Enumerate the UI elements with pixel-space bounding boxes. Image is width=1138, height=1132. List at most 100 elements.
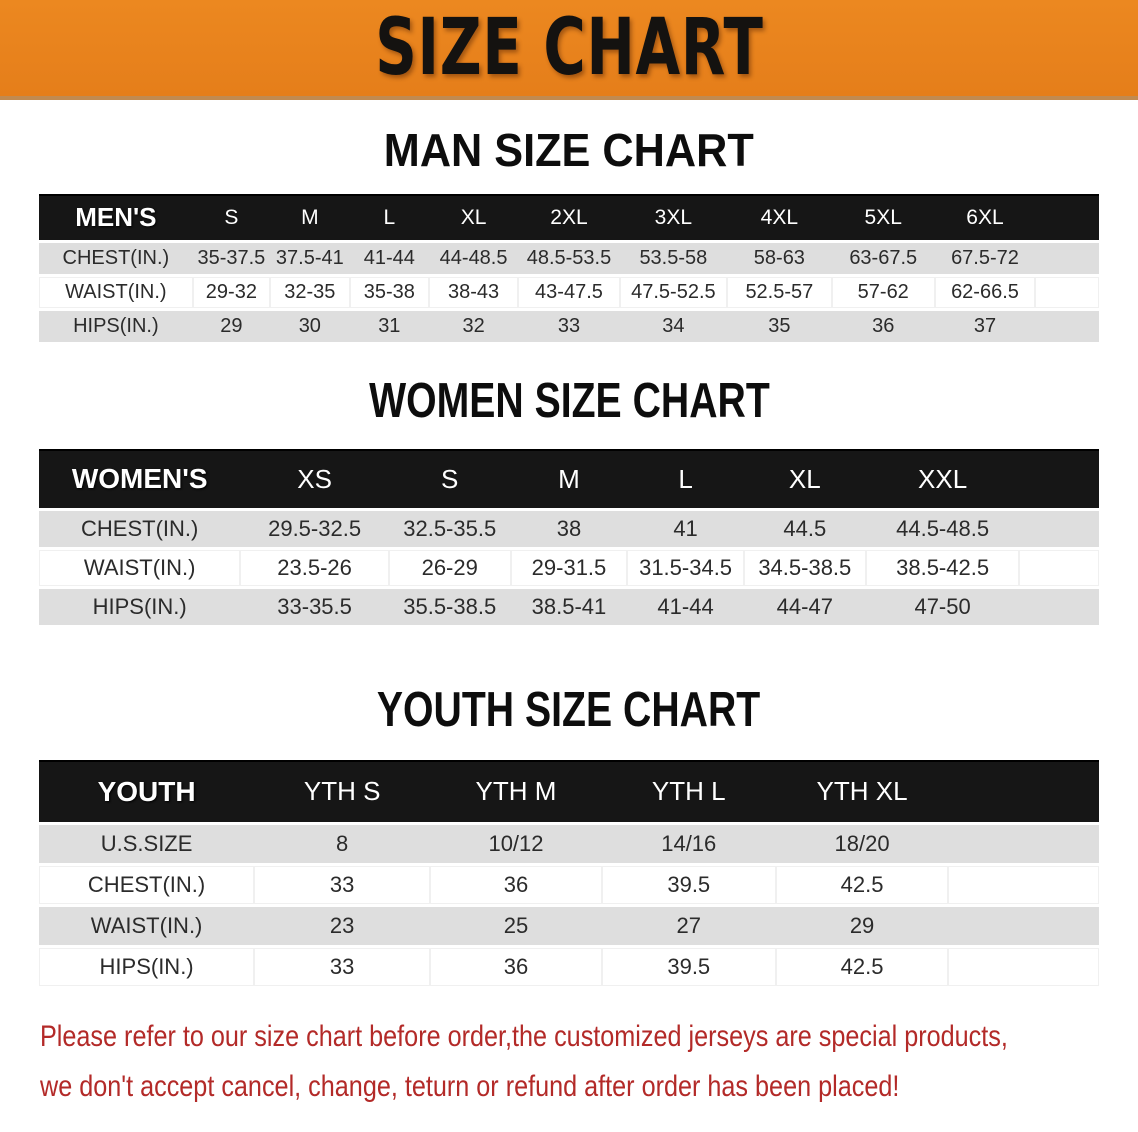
size-column-header: XXL — [865, 448, 1020, 511]
size-value: 34 — [619, 309, 727, 345]
section-heading: WOMEN SIZE CHART — [0, 375, 1138, 427]
size-value: 41-44 — [349, 239, 430, 277]
size-value: 29 — [192, 309, 271, 345]
table-row: U.S.SIZE 8 10/12 14/16 18/20 — [39, 821, 1099, 866]
size-column-header: YTH M — [430, 760, 602, 824]
size-value: 34.5-38.5 — [743, 548, 866, 589]
size-column-header: 3XL — [619, 194, 727, 242]
filler-header-cell — [948, 760, 1099, 824]
notice-line-1: Please refer to our size chart before or… — [40, 1019, 1008, 1053]
size-value: 10/12 — [430, 821, 602, 866]
size-value: 44.5 — [743, 508, 866, 550]
size-value: 35-37.5 — [192, 239, 271, 277]
size-value: 29-31.5 — [510, 548, 628, 589]
size-value: 42.5 — [775, 946, 949, 989]
filler-cell — [1019, 548, 1099, 589]
size-value: 31.5-34.5 — [627, 548, 744, 589]
size-value: 62-66.5 — [934, 275, 1036, 311]
row-label: CHEST(IN.) — [39, 864, 255, 907]
size-value: 31 — [349, 309, 430, 345]
size-column-header: M — [270, 194, 350, 242]
banner: SIZE CHART — [0, 0, 1138, 100]
size-column-header: 2XL — [518, 194, 620, 242]
row-label: HIPS(IN.) — [39, 587, 241, 628]
size-value: 35 — [726, 309, 832, 345]
table-label-header: MEN'S — [39, 194, 193, 242]
row-label: HIPS(IN.) — [39, 309, 193, 345]
table-row: HIPS(IN.) 33-35.5 35.5-38.5 38.5-41 41-44 44-… — [39, 587, 1099, 628]
section-heading-text: WOMEN SIZE CHART — [368, 373, 770, 428]
size-value: 35.5-38.5 — [388, 587, 511, 628]
size-chart-page: SIZE CHART MAN SIZE CHART MEN'S S M L XL 2XL 3X… — [0, 0, 1138, 1107]
size-column-header: 6XL — [934, 194, 1036, 242]
table-row: WAIST(IN.) 23 25 27 29 — [39, 905, 1099, 948]
size-value: 38-43 — [429, 275, 519, 311]
size-value: 36 — [430, 864, 602, 907]
size-value: 41-44 — [627, 587, 744, 628]
footer-notice: Please refer to our size chart before or… — [40, 1017, 1138, 1107]
size-value: 29.5-32.5 — [240, 508, 389, 550]
size-value: 30 — [270, 309, 350, 345]
section-heading: MAN SIZE CHART — [0, 125, 1138, 175]
size-value: 39.5 — [601, 946, 776, 989]
size-value: 44-47 — [743, 587, 866, 628]
size-section: WOMEN SIZE CHART WOMEN'S XS S M L XL XXL CHEST(I… — [0, 375, 1138, 628]
size-chart-sections: MAN SIZE CHART MEN'S S M L XL 2XL 3XL 4XL 5XL 6XL C… — [0, 125, 1138, 989]
size-value: 36 — [831, 309, 935, 345]
size-value: 47-50 — [865, 587, 1020, 628]
size-column-header: L — [627, 448, 744, 511]
size-value: 32 — [429, 309, 519, 345]
table-header-row: MEN'S S M L XL 2XL 3XL 4XL 5XL 6XL — [39, 194, 1099, 242]
size-value: 33-35.5 — [240, 587, 389, 628]
row-label: HIPS(IN.) — [39, 946, 255, 989]
size-table: MEN'S S M L XL 2XL 3XL 4XL 5XL 6XL CHEST(IN.) 35-37… — [39, 194, 1099, 345]
table-row: WAIST(IN.) 23.5-26 26-29 29-31.5 31.5-34.5 34… — [39, 548, 1099, 589]
size-section: MAN SIZE CHART MEN'S S M L XL 2XL 3XL 4XL 5XL 6XL C… — [0, 125, 1138, 345]
row-label: WAIST(IN.) — [39, 275, 193, 311]
filler-cell — [1035, 275, 1099, 311]
size-value: 37 — [934, 309, 1036, 345]
size-value: 8 — [254, 821, 431, 866]
section-heading: YOUTH SIZE CHART — [0, 684, 1138, 736]
size-value: 43-47.5 — [518, 275, 620, 311]
row-label: WAIST(IN.) — [39, 905, 255, 948]
size-column-header: L — [349, 194, 430, 242]
size-value: 37.5-41 — [270, 239, 350, 277]
row-label: WAIST(IN.) — [39, 548, 241, 589]
size-table: YOUTH YTH S YTH M YTH L YTH XL U.S.SIZE 8 10/12… — [39, 760, 1099, 989]
size-value: 53.5-58 — [619, 239, 727, 277]
size-value: 32.5-35.5 — [388, 508, 511, 550]
table-row: CHEST(IN.) 29.5-32.5 32.5-35.5 38 41 44.5 44.5… — [39, 508, 1099, 550]
size-value: 36 — [430, 946, 602, 989]
table-header-row: WOMEN'S XS S M L XL XXL — [39, 448, 1099, 511]
filler-header-cell — [1019, 448, 1099, 511]
filler-cell — [948, 864, 1099, 907]
size-value: 25 — [430, 905, 602, 948]
size-column-header: XL — [429, 194, 519, 242]
size-value: 32-35 — [270, 275, 350, 311]
size-value: 38.5-41 — [510, 587, 628, 628]
filler-cell — [1035, 239, 1099, 277]
size-column-header: YTH XL — [775, 760, 949, 824]
size-value: 44-48.5 — [429, 239, 519, 277]
size-value: 41 — [627, 508, 744, 550]
size-column-header: XS — [240, 448, 389, 511]
table-header-row: YOUTH YTH S YTH M YTH L YTH XL — [39, 760, 1099, 824]
size-value: 42.5 — [775, 864, 949, 907]
size-column-header: 5XL — [831, 194, 935, 242]
size-value: 52.5-57 — [726, 275, 832, 311]
size-value: 33 — [254, 946, 431, 989]
table-row: CHEST(IN.) 33 36 39.5 42.5 — [39, 864, 1099, 907]
size-column-header: S — [192, 194, 271, 242]
size-value: 33 — [254, 864, 431, 907]
size-column-header: YTH S — [254, 760, 431, 824]
size-section: YOUTH SIZE CHART YOUTH YTH S YTH M YTH L YTH … — [0, 684, 1138, 989]
size-value: 35-38 — [349, 275, 430, 311]
table-row: CHEST(IN.) 35-37.5 37.5-41 41-44 44-48.5 48.5… — [39, 239, 1099, 277]
size-value: 47.5-52.5 — [619, 275, 727, 311]
size-value: 38.5-42.5 — [865, 548, 1020, 589]
filler-cell — [948, 946, 1099, 989]
row-label: CHEST(IN.) — [39, 508, 241, 550]
notice-line-2: we don't accept cancel, change, teturn o… — [40, 1069, 900, 1103]
filler-cell — [1019, 587, 1099, 628]
